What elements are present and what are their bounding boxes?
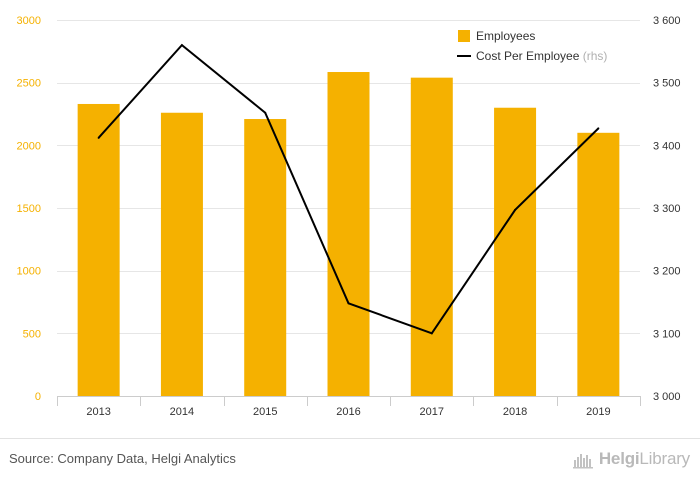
y-right-label-3400: 3 400 [653, 140, 681, 152]
x-axis [57, 396, 641, 406]
y-right-label-3100: 3 100 [653, 328, 681, 340]
footer-divider [0, 438, 700, 439]
x-label-2016: 2016 [336, 406, 360, 418]
legend-swatch-employees [458, 30, 470, 42]
y-right-label-3300: 3 300 [653, 203, 681, 215]
y-left-label-2000: 2000 [17, 140, 41, 152]
y-right-label-3600: 3 600 [653, 15, 681, 27]
line-point-2015 [264, 111, 267, 114]
y-left-label-3000: 3000 [17, 15, 41, 27]
x-label-2018: 2018 [503, 406, 527, 418]
line-point-2017 [430, 332, 433, 335]
legend-label-rhs-suffix: (rhs) [583, 49, 608, 63]
y-left-label-0: 0 [35, 391, 41, 403]
x-axis-labels: 2013 2014 2015 2016 2017 2018 2019 [86, 406, 610, 418]
legend[interactable]: Employees Cost Per Employee (rhs) [457, 29, 607, 63]
bar-series-employees [77, 72, 620, 397]
line-point-2019 [597, 127, 600, 130]
y-left-label-1500: 1500 [17, 203, 41, 215]
bar-2013 [77, 103, 120, 397]
helgi-library-logo[interactable]: HelgiLibrary [572, 446, 690, 472]
logo-text-library: Library [639, 449, 690, 468]
legend-label-cost-per-employee: Cost Per Employee (rhs) [476, 49, 607, 63]
helgi-library-logo-icon [572, 449, 595, 469]
x-label-2013: 2013 [86, 406, 110, 418]
line-point-2013 [97, 136, 100, 139]
bar-2016 [327, 72, 370, 396]
bar-2014 [160, 112, 203, 396]
y-axis-right-labels: 3 000 3 100 3 200 3 300 3 400 3 500 3 600 [653, 15, 681, 403]
y-left-label-500: 500 [23, 328, 41, 340]
y-right-label-3000: 3 000 [653, 391, 681, 403]
x-label-2014: 2014 [170, 406, 194, 418]
bar-2019 [577, 132, 620, 397]
line-series-cost-per-employee [97, 43, 600, 335]
y-axis-left-labels: 0 500 1000 1500 2000 2500 3000 [17, 15, 41, 403]
legend-label-employees: Employees [476, 29, 535, 43]
logo-text-helgi: Helgi [598, 449, 640, 468]
bar-2017 [410, 77, 453, 397]
y-right-label-3200: 3 200 [653, 266, 681, 278]
source-note: Source: Company Data, Helgi Analytics [9, 451, 236, 466]
bar-2018 [494, 107, 537, 396]
line-point-2018 [514, 208, 517, 211]
x-label-2017: 2017 [420, 406, 444, 418]
x-label-2019: 2019 [586, 406, 610, 418]
x-label-2015: 2015 [253, 406, 277, 418]
line-point-2014 [180, 44, 183, 47]
bar-2015 [244, 119, 287, 396]
y-right-label-3500: 3 500 [653, 78, 681, 90]
logo-wordmark: HelgiLibrary [599, 449, 690, 469]
y-left-label-2500: 2500 [17, 78, 41, 90]
y-left-label-1000: 1000 [17, 266, 41, 278]
line-point-2016 [347, 302, 350, 305]
